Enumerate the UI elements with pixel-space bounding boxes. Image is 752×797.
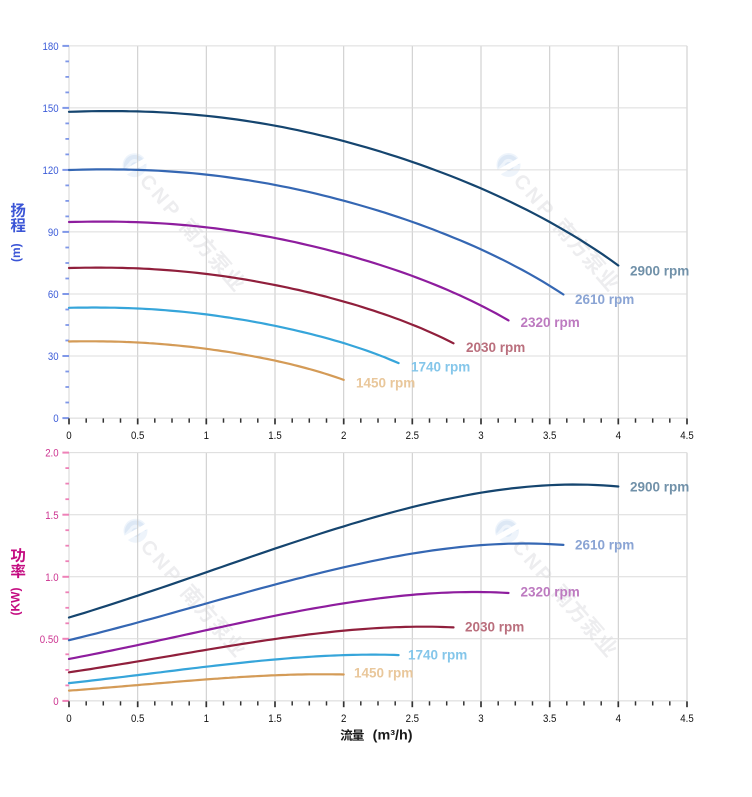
svg-text:4: 4: [616, 430, 621, 442]
svg-text:2320 rpm: 2320 rpm: [521, 585, 580, 600]
svg-text:2900 rpm: 2900 rpm: [630, 480, 689, 495]
svg-text:0: 0: [53, 413, 58, 425]
svg-text:1.0: 1.0: [45, 572, 58, 584]
svg-text:2610 rpm: 2610 rpm: [575, 292, 634, 307]
svg-text:90: 90: [48, 227, 59, 239]
svg-text:(m): (m): [9, 243, 23, 262]
svg-text:1: 1: [204, 430, 209, 442]
svg-text:(m³/h): (m³/h): [373, 728, 413, 743]
svg-text:2030 rpm: 2030 rpm: [466, 340, 525, 355]
svg-text:2030 rpm: 2030 rpm: [465, 620, 524, 635]
svg-text:2610 rpm: 2610 rpm: [575, 538, 634, 553]
svg-text:(KW): (KW): [9, 588, 23, 616]
svg-text:2.5: 2.5: [406, 713, 419, 725]
svg-text:150: 150: [43, 103, 59, 115]
svg-text:1: 1: [204, 713, 209, 725]
svg-text:2: 2: [341, 713, 346, 725]
svg-text:1450 rpm: 1450 rpm: [354, 666, 413, 681]
svg-text:3: 3: [478, 713, 483, 725]
svg-text:2: 2: [341, 430, 346, 442]
svg-text:0: 0: [66, 713, 71, 725]
svg-text:3.5: 3.5: [543, 430, 556, 442]
svg-text:0.50: 0.50: [40, 634, 59, 646]
svg-text:1740 rpm: 1740 rpm: [408, 648, 467, 663]
svg-text:0.5: 0.5: [131, 713, 144, 725]
svg-text:2.5: 2.5: [406, 430, 419, 442]
svg-text:4.5: 4.5: [680, 713, 693, 725]
svg-text:1450 rpm: 1450 rpm: [356, 376, 415, 391]
svg-text:1.5: 1.5: [268, 713, 281, 725]
svg-text:180: 180: [43, 41, 59, 53]
svg-text:1.5: 1.5: [268, 430, 281, 442]
svg-text:3.5: 3.5: [543, 713, 556, 725]
svg-text:1.5: 1.5: [45, 510, 58, 522]
svg-text:3: 3: [478, 430, 483, 442]
svg-text:60: 60: [48, 289, 59, 301]
svg-text:0: 0: [53, 696, 58, 708]
svg-text:0: 0: [66, 430, 71, 442]
svg-text:1740 rpm: 1740 rpm: [411, 360, 470, 375]
svg-text:2900 rpm: 2900 rpm: [630, 264, 689, 279]
svg-text:2.0: 2.0: [45, 448, 58, 460]
svg-text:120: 120: [43, 165, 59, 177]
svg-text:4.5: 4.5: [680, 430, 693, 442]
svg-text:0.5: 0.5: [131, 430, 144, 442]
svg-text:2320 rpm: 2320 rpm: [521, 315, 580, 330]
svg-text:4: 4: [616, 713, 621, 725]
svg-text:30: 30: [48, 351, 59, 363]
